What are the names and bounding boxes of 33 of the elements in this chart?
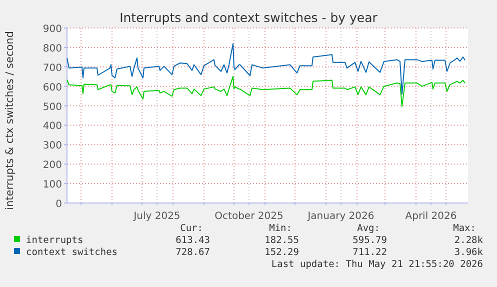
legend-label: context switches	[26, 247, 118, 258]
line-series	[66, 76, 466, 107]
text: 182.55	[264, 235, 299, 246]
y-tick-label: 700	[42, 62, 62, 74]
text: 2.28k	[454, 235, 484, 246]
x-tick-label: April 2026	[405, 211, 457, 222]
y-tick-label: 500	[42, 102, 62, 113]
text: 3.96k	[454, 247, 484, 258]
text: Avg:	[357, 223, 380, 234]
y-tick-label: 0	[56, 199, 62, 210]
y-tick-label: 300	[42, 140, 62, 152]
y-tick-label: 600	[42, 82, 62, 94]
text: 728.67	[176, 247, 210, 258]
line-series	[66, 43, 466, 95]
x-tick-label: January 2026	[306, 211, 374, 222]
y-tick-label: 900	[42, 24, 62, 35]
text: 152.29	[264, 247, 300, 258]
y-tick-label: 400	[42, 121, 62, 132]
text: 595.79	[352, 235, 388, 246]
x-tick-label: October 2025	[214, 211, 284, 222]
text: 613.43	[176, 235, 210, 246]
y-tick-label: 800	[42, 43, 62, 54]
x-tick-label: July 2025	[132, 211, 180, 222]
y-tick-label: 100	[42, 180, 62, 191]
text: Cur:	[180, 223, 203, 234]
text: Last update: Thu May 21 21:55:20 2026	[271, 259, 484, 270]
text: Min:	[269, 223, 292, 234]
text: 711.22	[352, 247, 387, 258]
legend-label: interrupts	[26, 235, 84, 246]
text: Max:	[453, 223, 476, 234]
y-axis-title: interrupts & ctx switches / second	[4, 31, 16, 210]
y-tick-label: 200	[42, 160, 62, 172]
chart-title: Interrupts and context switches - by year	[120, 10, 378, 25]
